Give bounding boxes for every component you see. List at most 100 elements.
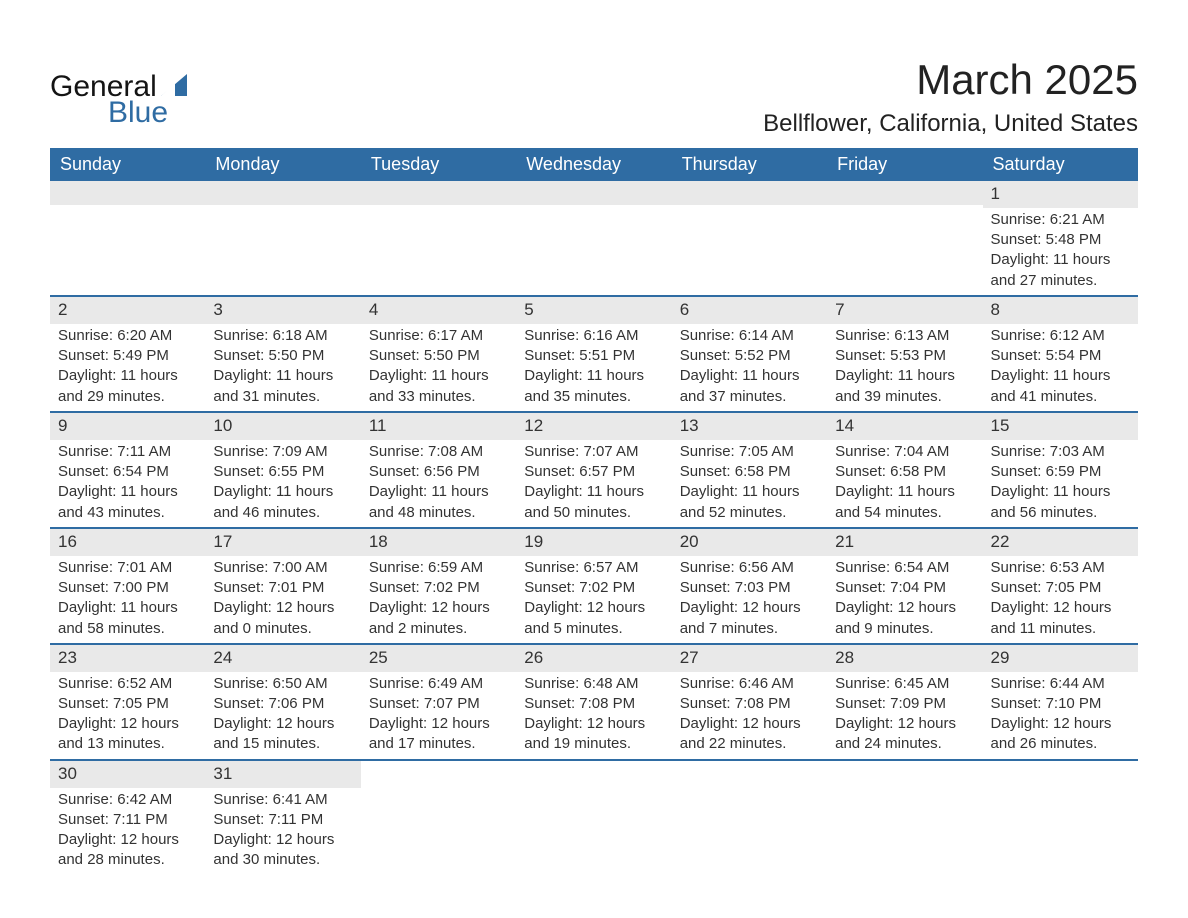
sunset-text: Sunset: 7:00 PM [58,578,197,598]
sunrise-text: Sunrise: 6:46 AM [680,674,819,694]
day-cell [205,181,360,295]
day-cell: 11Sunrise: 7:08 AMSunset: 6:56 PMDayligh… [361,413,516,527]
day-cell: 6Sunrise: 6:14 AMSunset: 5:52 PMDaylight… [672,297,827,411]
sunset-text: Sunset: 7:08 PM [524,694,663,714]
daylight2-text: and 54 minutes. [835,503,974,523]
day-cell [827,181,982,295]
sunrise-text: Sunrise: 7:03 AM [991,442,1130,462]
daylight2-text: and 17 minutes. [369,734,508,754]
sunrise-text: Sunrise: 6:56 AM [680,558,819,578]
day-number: 7 [827,297,982,324]
sunset-text: Sunset: 5:49 PM [58,346,197,366]
sunset-text: Sunset: 7:10 PM [991,694,1130,714]
week-row: 23Sunrise: 6:52 AMSunset: 7:05 PMDayligh… [50,643,1138,759]
sunset-text: Sunset: 6:58 PM [835,462,974,482]
sunrise-text: Sunrise: 7:08 AM [369,442,508,462]
day-body: Sunrise: 7:05 AMSunset: 6:58 PMDaylight:… [672,440,827,523]
location-subtitle: Bellflower, California, United States [763,110,1138,138]
sunset-text: Sunset: 7:03 PM [680,578,819,598]
day-cell: 1Sunrise: 6:21 AMSunset: 5:48 PMDaylight… [983,181,1138,295]
day-number: 18 [361,529,516,556]
day-number: 5 [516,297,671,324]
sunset-text: Sunset: 5:54 PM [991,346,1130,366]
day-number: 30 [50,761,205,788]
week-row: 9Sunrise: 7:11 AMSunset: 6:54 PMDaylight… [50,411,1138,527]
sunrise-text: Sunrise: 6:57 AM [524,558,663,578]
daylight2-text: and 52 minutes. [680,503,819,523]
sunset-text: Sunset: 6:58 PM [680,462,819,482]
day-cell: 23Sunrise: 6:52 AMSunset: 7:05 PMDayligh… [50,645,205,759]
sunrise-text: Sunrise: 6:14 AM [680,326,819,346]
daylight2-text: and 22 minutes. [680,734,819,754]
day-number: 31 [205,761,360,788]
week-row: 2Sunrise: 6:20 AMSunset: 5:49 PMDaylight… [50,295,1138,411]
day-number [827,761,982,785]
sunset-text: Sunset: 7:02 PM [524,578,663,598]
sunrise-text: Sunrise: 6:21 AM [991,210,1130,230]
daylight1-text: Daylight: 11 hours [991,366,1130,386]
sunset-text: Sunset: 7:09 PM [835,694,974,714]
day-body: Sunrise: 6:20 AMSunset: 5:49 PMDaylight:… [50,324,205,407]
day-number: 15 [983,413,1138,440]
sunset-text: Sunset: 5:50 PM [213,346,352,366]
daylight1-text: Daylight: 11 hours [369,366,508,386]
day-body: Sunrise: 7:09 AMSunset: 6:55 PMDaylight:… [205,440,360,523]
sunset-text: Sunset: 5:53 PM [835,346,974,366]
daylight1-text: Daylight: 11 hours [524,482,663,502]
day-number [516,181,671,205]
day-number: 28 [827,645,982,672]
sunrise-text: Sunrise: 6:54 AM [835,558,974,578]
daylight1-text: Daylight: 12 hours [524,714,663,734]
daylight2-text: and 43 minutes. [58,503,197,523]
day-number: 21 [827,529,982,556]
day-cell: 15Sunrise: 7:03 AMSunset: 6:59 PMDayligh… [983,413,1138,527]
daylight1-text: Daylight: 12 hours [213,830,352,850]
sunset-text: Sunset: 6:55 PM [213,462,352,482]
sunrise-text: Sunrise: 6:44 AM [991,674,1130,694]
day-body: Sunrise: 6:57 AMSunset: 7:02 PMDaylight:… [516,556,671,639]
day-number: 4 [361,297,516,324]
day-cell: 18Sunrise: 6:59 AMSunset: 7:02 PMDayligh… [361,529,516,643]
day-cell: 17Sunrise: 7:00 AMSunset: 7:01 PMDayligh… [205,529,360,643]
week-row: 16Sunrise: 7:01 AMSunset: 7:00 PMDayligh… [50,527,1138,643]
daylight1-text: Daylight: 12 hours [991,714,1130,734]
daylight2-text: and 46 minutes. [213,503,352,523]
day-body: Sunrise: 6:53 AMSunset: 7:05 PMDaylight:… [983,556,1138,639]
day-cell: 20Sunrise: 6:56 AMSunset: 7:03 PMDayligh… [672,529,827,643]
daylight1-text: Daylight: 12 hours [58,830,197,850]
dow-cell: Saturday [983,148,1138,181]
sunrise-text: Sunrise: 7:11 AM [58,442,197,462]
daylight1-text: Daylight: 11 hours [213,366,352,386]
daylight2-text: and 48 minutes. [369,503,508,523]
sunrise-text: Sunrise: 7:04 AM [835,442,974,462]
day-cell: 31Sunrise: 6:41 AMSunset: 7:11 PMDayligh… [205,761,360,875]
daylight2-text: and 30 minutes. [213,850,352,870]
day-body: Sunrise: 6:12 AMSunset: 5:54 PMDaylight:… [983,324,1138,407]
sunrise-text: Sunrise: 7:07 AM [524,442,663,462]
day-number [672,761,827,785]
daylight1-text: Daylight: 11 hours [524,366,663,386]
day-cell: 28Sunrise: 6:45 AMSunset: 7:09 PMDayligh… [827,645,982,759]
sunset-text: Sunset: 5:50 PM [369,346,508,366]
daylight1-text: Daylight: 12 hours [213,714,352,734]
day-number: 22 [983,529,1138,556]
day-cell [50,181,205,295]
sunset-text: Sunset: 5:48 PM [991,230,1130,250]
day-number: 10 [205,413,360,440]
sunrise-text: Sunrise: 6:18 AM [213,326,352,346]
brand-word2: Blue [108,96,168,130]
day-cell: 26Sunrise: 6:48 AMSunset: 7:08 PMDayligh… [516,645,671,759]
day-cell: 12Sunrise: 7:07 AMSunset: 6:57 PMDayligh… [516,413,671,527]
day-cell [361,761,516,875]
daylight2-text: and 15 minutes. [213,734,352,754]
dow-cell: Tuesday [361,148,516,181]
calendar: SundayMondayTuesdayWednesdayThursdayFrid… [50,148,1138,875]
sunset-text: Sunset: 7:01 PM [213,578,352,598]
daylight1-text: Daylight: 11 hours [213,482,352,502]
day-number: 23 [50,645,205,672]
day-cell [827,761,982,875]
daylight1-text: Daylight: 11 hours [835,366,974,386]
day-number: 12 [516,413,671,440]
sunset-text: Sunset: 7:08 PM [680,694,819,714]
sunset-text: Sunset: 7:05 PM [991,578,1130,598]
